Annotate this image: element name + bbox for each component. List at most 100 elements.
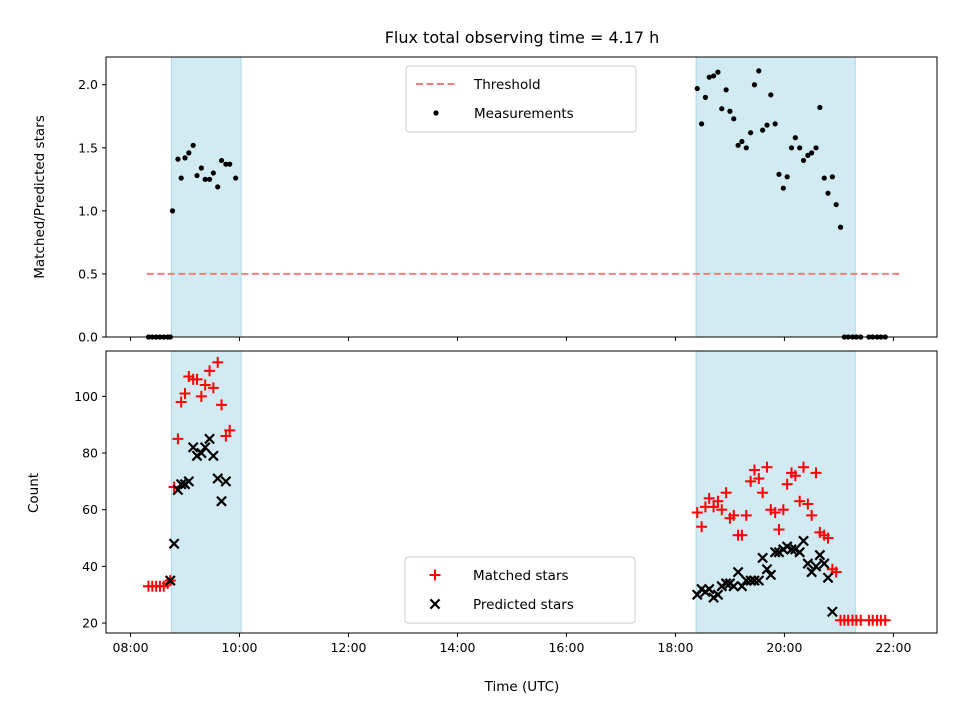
top-panel-ratio: 0.0 0.5 1.0 1.5 2.0 Threshold Measurements (78, 56, 938, 345)
data-point (215, 184, 221, 190)
bottom-panel-counts: 20 40 60 80 100 08:00 10:00 12:00 14:00 16:00 18:0… (74, 350, 938, 655)
data-point (703, 583, 715, 595)
data-point (830, 566, 842, 578)
data-point (195, 447, 207, 459)
data-point (749, 575, 760, 586)
legend-label: Predicted stars (473, 597, 574, 613)
data-point (182, 155, 188, 161)
data-point (764, 122, 770, 128)
legend-label: Matched stars (473, 568, 569, 584)
data-point (756, 68, 762, 74)
data-point (813, 145, 819, 151)
data-point (780, 185, 786, 191)
series-matched-stars (143, 356, 891, 626)
data-point (715, 69, 721, 75)
data-point (720, 578, 732, 589)
data-point (788, 145, 795, 151)
data-point (786, 544, 797, 555)
legend-box (405, 65, 637, 133)
data-point (794, 546, 806, 558)
data-point (745, 575, 757, 586)
x-tick-label: 14:00 (439, 640, 475, 655)
data-point (757, 487, 769, 499)
data-point (183, 475, 195, 487)
data-point (207, 382, 219, 394)
data-point (748, 464, 760, 476)
data-point (175, 478, 187, 490)
data-point (739, 138, 745, 145)
y-tick-label: 1.5 (78, 140, 98, 155)
chart-title: Flux total observing time = 4.17 h (385, 28, 660, 47)
data-point (810, 561, 822, 572)
data-point (216, 495, 227, 507)
data-point (809, 150, 815, 156)
top-y-axis-label: Matched/Predicted stars (32, 115, 48, 278)
observing-interval-1 (695, 56, 856, 338)
data-point (187, 441, 199, 453)
data-point (769, 507, 781, 519)
data-point (223, 161, 229, 167)
data-point (731, 116, 737, 122)
legend-swatch (429, 569, 441, 581)
data-point (772, 121, 778, 127)
data-point (179, 388, 191, 400)
data-point (204, 433, 215, 445)
data-point (696, 521, 708, 533)
x-tick-label: 10:00 (221, 640, 257, 655)
legend: Threshold Measurements (405, 65, 637, 133)
data-point (753, 473, 765, 485)
data-point (773, 524, 785, 536)
y-tick-label: 20 (82, 616, 98, 631)
data-point (784, 174, 790, 180)
y-tick-label: 0.5 (78, 266, 98, 281)
data-point (178, 175, 184, 181)
data-point (198, 165, 204, 171)
series-measurements (145, 68, 888, 340)
data-point (768, 92, 774, 98)
x-tick-label: 20:00 (766, 640, 802, 655)
data-point (712, 495, 724, 507)
data-point (814, 549, 826, 561)
y-tick-label: 40 (82, 559, 98, 574)
data-point (748, 130, 754, 136)
legend-swatch (433, 110, 439, 116)
data-point (199, 441, 211, 453)
data-point (732, 566, 744, 578)
data-point (712, 589, 724, 601)
data-point (735, 142, 741, 148)
data-point (761, 461, 773, 473)
data-point (810, 467, 822, 479)
y-tick-label: 1.0 (78, 203, 98, 218)
data-point (769, 546, 781, 558)
data-point (212, 473, 224, 484)
data-point (218, 157, 225, 164)
data-point (227, 161, 233, 167)
data-point (797, 461, 809, 473)
observing-interval-0 (170, 56, 242, 338)
data-point (822, 572, 834, 584)
data-point (740, 575, 752, 586)
axes-frame (105, 56, 938, 338)
data-point (792, 135, 798, 141)
data-point (822, 532, 834, 544)
legend: Matched stars Predicted stars (404, 556, 636, 624)
data-point (168, 538, 180, 550)
data-point (719, 106, 725, 112)
data-point (233, 175, 239, 181)
data-point (761, 563, 773, 575)
x-tick-label: 08:00 (113, 640, 149, 655)
data-point (818, 558, 830, 569)
data-point (698, 121, 705, 127)
data-point (691, 507, 703, 519)
data-point (728, 580, 740, 592)
data-point (202, 176, 208, 182)
data-point (794, 495, 806, 507)
data-point (800, 157, 807, 164)
y-tick-label: 60 (82, 502, 98, 517)
data-point (191, 373, 203, 385)
data-point (757, 552, 769, 564)
data-point (837, 224, 844, 230)
data-point (753, 575, 765, 586)
y-tick-label: 2.0 (78, 77, 98, 92)
